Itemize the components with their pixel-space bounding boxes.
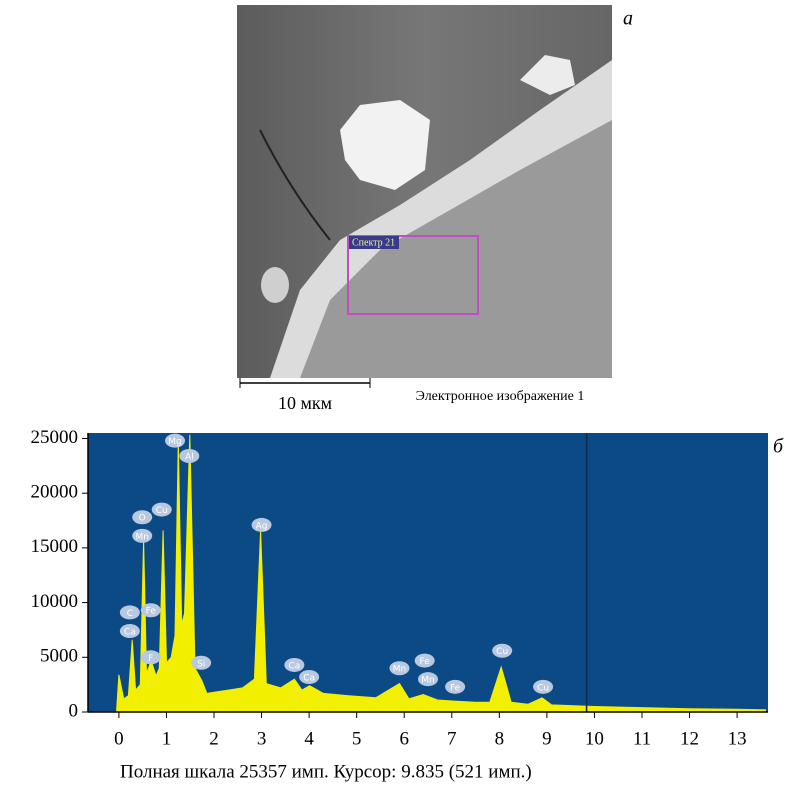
- peak-badge: [299, 669, 320, 684]
- peak-badge: [492, 643, 513, 658]
- sem-image: Спектр 21: [237, 5, 612, 388]
- peak-badge: [418, 672, 438, 687]
- x-tick-label: 4: [304, 728, 314, 749]
- spectrum: [115, 434, 767, 713]
- peak-badge: [179, 448, 200, 463]
- scale-bar-label: 10 мкм: [278, 393, 332, 413]
- peak-badge: [132, 528, 153, 543]
- peak-badge: [119, 605, 140, 620]
- peak-label: Ca: [124, 628, 136, 638]
- peak-label: Mg: [168, 437, 181, 447]
- x-tick-label: 2: [209, 728, 219, 749]
- peak-badge: [140, 650, 161, 665]
- image-caption: Электронное изображение 1: [416, 389, 585, 404]
- y-tick-label: 5000: [40, 646, 78, 667]
- peak-label: Ca: [288, 661, 300, 671]
- x-tick-label: 0: [114, 728, 124, 749]
- x-tick-label: 6: [399, 728, 409, 749]
- x-tick-label: 10: [585, 728, 604, 749]
- y-tick-label: 15000: [31, 536, 79, 557]
- x-tick-label: 12: [680, 728, 699, 749]
- x-tick-label: 1: [162, 728, 172, 749]
- peak-badge: [119, 624, 140, 639]
- peak-label: C: [127, 609, 133, 619]
- x-tick-label: 11: [633, 728, 651, 749]
- x-tick-label: 9: [542, 728, 552, 749]
- y-tick-label: 0: [69, 700, 79, 721]
- peak-label: Fe: [450, 683, 461, 693]
- peak-label: F: [148, 654, 153, 664]
- peak-label: Mn: [393, 665, 406, 675]
- peak-label: Si: [197, 659, 205, 669]
- peak-badge: [165, 433, 186, 448]
- peak-label: Al: [185, 452, 194, 462]
- peak-label: Ca: [303, 673, 315, 683]
- peak-badge: [251, 517, 272, 532]
- peak-badge: [284, 657, 305, 672]
- peak-label: Ag: [256, 521, 268, 531]
- peak-badge: [191, 655, 212, 670]
- x-tick-label: 7: [447, 728, 457, 749]
- peak-label: Cu: [537, 683, 549, 693]
- peak-label: Fe: [146, 607, 157, 617]
- x-tick-label: 3: [257, 728, 267, 749]
- x-tick-label: 5: [352, 728, 362, 749]
- peak-badge: [533, 679, 554, 694]
- peak-badge: [151, 502, 172, 517]
- peak-badge: [140, 603, 161, 618]
- peak-badge: [445, 679, 466, 694]
- x-tick-label: 13: [728, 728, 747, 749]
- peak-label: Mn: [421, 676, 434, 686]
- y-tick-label: 25000: [31, 427, 79, 448]
- peak-label: Cu: [496, 647, 508, 657]
- x-tick-label: 8: [495, 728, 505, 749]
- peak-badge: [389, 661, 410, 676]
- spectrum-box-label: Спектр 21: [352, 237, 395, 248]
- peak-badge: [414, 653, 435, 668]
- peak-label: Cu: [156, 506, 168, 516]
- peak-label: Fe: [420, 657, 431, 667]
- peak-badge: [132, 510, 153, 525]
- panel-label: а: [623, 8, 633, 30]
- peak-label: O: [139, 514, 146, 524]
- y-tick-label: 20000: [31, 482, 79, 503]
- footer: Полная шкала 25357 имп. Курсор: 9.835 (5…: [120, 761, 532, 782]
- panel-label: б: [773, 436, 784, 458]
- y-tick-label: 10000: [31, 591, 79, 612]
- peak-label: Mn: [135, 532, 148, 542]
